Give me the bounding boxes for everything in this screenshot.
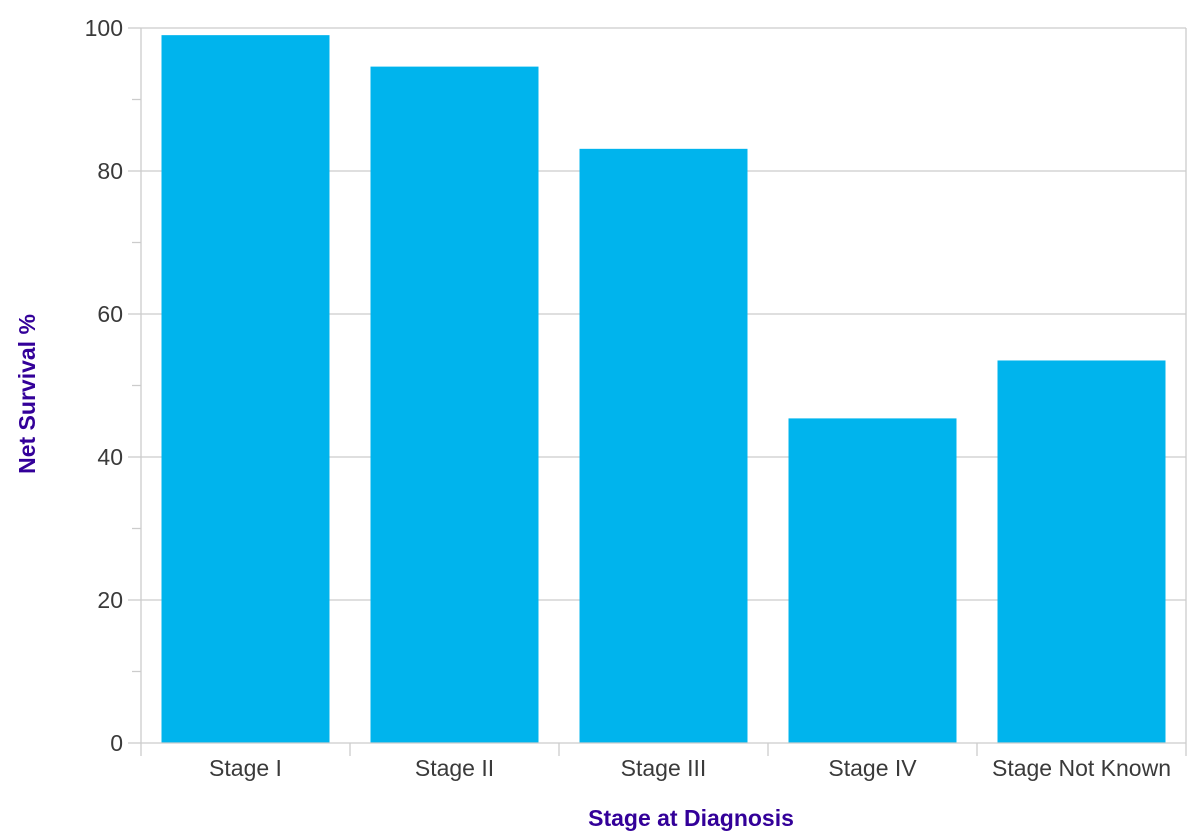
bar-stage-i — [161, 35, 330, 743]
x-tick-label: Stage IV — [828, 755, 917, 781]
bar-stage-iv — [788, 418, 957, 743]
x-axis-title: Stage at Diagnosis — [588, 805, 794, 831]
y-tick-label: 0 — [110, 730, 123, 756]
y-axis-title: Net Survival % — [14, 314, 40, 474]
axes — [128, 27, 1187, 756]
x-tick-label: Stage I — [209, 755, 282, 781]
x-tick-label: Stage III — [621, 755, 707, 781]
x-tick-label: Stage Not Known — [992, 755, 1171, 781]
y-tick-label: 40 — [97, 444, 123, 470]
y-tick-label: 80 — [97, 158, 123, 184]
y-tick-label: 100 — [85, 15, 123, 41]
bar-stage-iii — [579, 148, 748, 743]
y-tick-label: 20 — [97, 587, 123, 613]
tick-labels: 0 20 40 60 80 100 Stage I Stage II Stage III Stag… — [85, 15, 1171, 781]
y-tick-label: 60 — [97, 301, 123, 327]
x-tick-label: Stage II — [415, 755, 494, 781]
bar-stage-not-known — [997, 360, 1166, 743]
bar-stage-ii — [370, 66, 539, 744]
bars — [161, 35, 1166, 744]
